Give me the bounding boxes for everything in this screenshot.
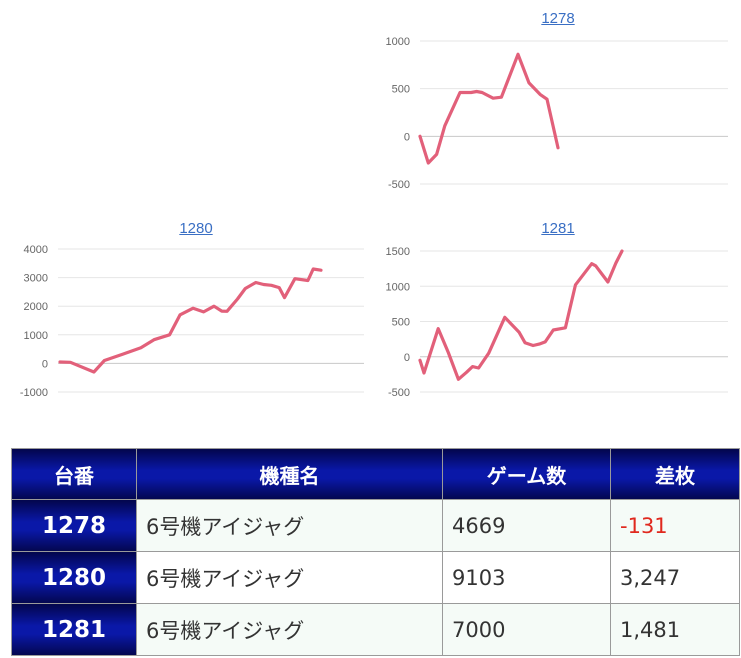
y-tick-label: 0: [404, 131, 410, 143]
coin-diff: 3,247: [610, 551, 740, 604]
coin-diff: 1,481: [610, 603, 740, 656]
model-name: 6号機アイジャグ: [136, 551, 443, 604]
y-tick-label: 2000: [24, 301, 48, 313]
chart-title-1280[interactable]: 1280: [179, 220, 213, 237]
y-tick-label: -500: [388, 179, 410, 191]
y-tick-label: 500: [392, 84, 410, 96]
machine-number[interactable]: 1280: [11, 551, 137, 604]
y-tick-label: 500: [392, 317, 410, 329]
table-row[interactable]: 1281 6号機アイジャグ 7000 1,481: [11, 603, 740, 656]
header-model-name: 機種名: [136, 448, 443, 500]
y-tick-label: 1500: [386, 246, 410, 258]
y-tick-label: 1000: [386, 36, 410, 48]
y-tick-label: 0: [404, 352, 410, 364]
y-tick-label: 1000: [24, 330, 48, 342]
chart-svg-1281: 1500 1000 500 0 -500: [386, 246, 728, 399]
table-row[interactable]: 1280 6号機アイジャグ 9103 3,247: [11, 551, 740, 604]
series-line: [58, 267, 323, 374]
machine-number[interactable]: 1278: [11, 499, 137, 552]
table-header-row: 台番 機種名 ゲーム数 差枚: [11, 448, 740, 500]
chart-title-1281[interactable]: 1281: [541, 220, 575, 237]
chart-1281: 1281 1500 1000 500 0 -500: [378, 220, 738, 405]
chart-title-1278[interactable]: 1278: [541, 10, 575, 27]
header-machine-number: 台番: [11, 448, 137, 500]
coin-diff: -131: [610, 499, 740, 552]
model-name: 6号機アイジャグ: [136, 499, 443, 552]
model-name: 6号機アイジャグ: [136, 603, 443, 656]
y-tick-label: -500: [388, 387, 410, 399]
machine-number[interactable]: 1281: [11, 603, 137, 656]
header-coin-diff: 差枚: [610, 448, 740, 500]
y-tick-label: 3000: [24, 273, 48, 285]
series-line: [418, 249, 624, 381]
y-tick-label: -1000: [20, 387, 48, 399]
chart-1280: 1280 4000 3000 2000 1000 0 -1000: [18, 220, 374, 405]
header-game-count: ゲーム数: [442, 448, 611, 500]
machine-table: 台番 機種名 ゲーム数 差枚 1278 6号機アイジャグ 4669 -131 1…: [11, 448, 740, 656]
y-tick-label: 1000: [386, 281, 410, 293]
chart-svg-1278: 1000 500 0 -500: [386, 36, 728, 191]
game-count: 7000: [442, 603, 611, 656]
y-tick-label: 0: [42, 358, 48, 370]
game-count: 4669: [442, 499, 611, 552]
table-row[interactable]: 1278 6号機アイジャグ 4669 -131: [11, 499, 740, 552]
game-count: 9103: [442, 551, 611, 604]
y-tick-label: 4000: [24, 244, 48, 256]
series-line: [418, 52, 560, 165]
chart-1278: 1278 1000 500 0 -500: [378, 10, 738, 200]
chart-svg-1280: 4000 3000 2000 1000 0 -1000: [20, 244, 364, 399]
